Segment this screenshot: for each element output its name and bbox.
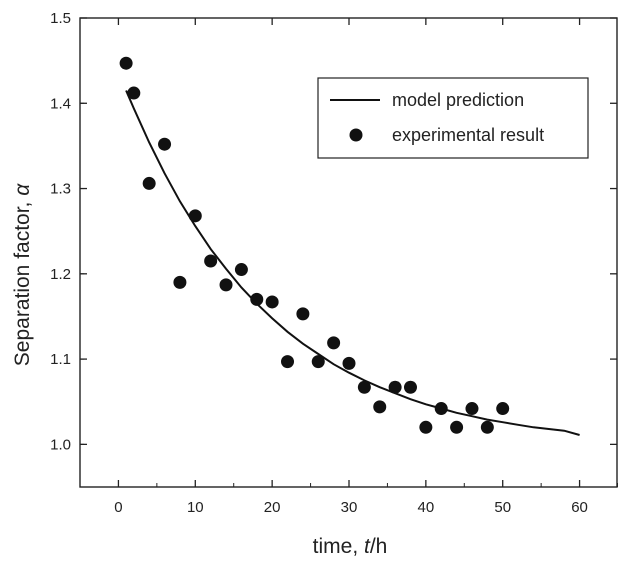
experimental-point — [188, 209, 202, 223]
x-tick-label: 10 — [187, 499, 204, 516]
experimental-point — [204, 254, 218, 268]
experimental-point — [311, 355, 325, 369]
x-axis-title: time, t/h — [313, 535, 388, 558]
experimental-point — [296, 307, 310, 321]
legend-box — [317, 77, 589, 159]
experimental-point — [342, 356, 356, 370]
experimental-point — [158, 137, 172, 151]
x-tick-label: 0 — [114, 499, 122, 516]
x-tick-label: 20 — [264, 499, 281, 516]
legend-label-experimental: experimental result — [392, 125, 544, 145]
y-tick-label: 1.2 — [50, 266, 71, 283]
experimental-point — [388, 380, 402, 394]
experimental-point — [403, 380, 417, 394]
experimental-point — [127, 86, 141, 100]
experimental-point — [373, 400, 387, 414]
experimental-point — [327, 336, 341, 350]
y-tick-label: 1.3 — [50, 181, 71, 198]
experimental-point — [465, 402, 479, 416]
x-tick-label: 50 — [494, 499, 511, 516]
model-prediction-line — [125, 90, 580, 436]
experimental-point — [234, 263, 248, 277]
legend-marker-swatch — [349, 128, 363, 142]
y-tick-label: 1.0 — [50, 436, 71, 453]
experimental-point — [173, 275, 187, 289]
experimental-point — [480, 420, 494, 434]
x-tick-label: 40 — [418, 499, 435, 516]
experimental-point — [434, 402, 448, 416]
experimental-point — [281, 355, 295, 369]
legend: model prediction experimental result — [317, 77, 589, 159]
experimental-point — [496, 402, 510, 416]
experimental-point — [265, 295, 279, 309]
experimental-point — [357, 380, 371, 394]
y-tick-label: 1.1 — [50, 351, 71, 368]
y-tick-label: 1.5 — [50, 10, 71, 27]
experimental-point — [119, 56, 133, 70]
experimental-point — [419, 420, 433, 434]
experimental-point — [250, 292, 264, 306]
x-tick-label: 60 — [571, 499, 588, 516]
experimental-point — [142, 176, 156, 190]
series-layer — [119, 56, 580, 436]
y-axis-ticks: 1.0 1.1 1.2 1.3 1.4 1.5 — [50, 10, 617, 453]
x-tick-label: 30 — [341, 499, 358, 516]
y-tick-label: 1.4 — [50, 95, 71, 112]
legend-label-model: model prediction — [392, 90, 524, 110]
experimental-point — [219, 278, 233, 292]
experimental-point — [450, 420, 464, 434]
x-axis-ticks: 0 10 20 30 40 50 60 — [79, 18, 618, 516]
y-axis-title: Separation factor, α — [11, 183, 34, 366]
